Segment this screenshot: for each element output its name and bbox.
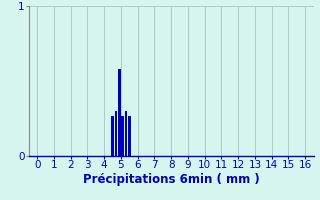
Bar [121,116,124,156]
Bar [128,116,131,156]
Bar [115,111,117,156]
X-axis label: Précipitations 6min ( mm ): Précipitations 6min ( mm ) [83,173,260,186]
Bar [125,111,127,156]
Bar [111,116,114,156]
Bar [118,69,121,156]
